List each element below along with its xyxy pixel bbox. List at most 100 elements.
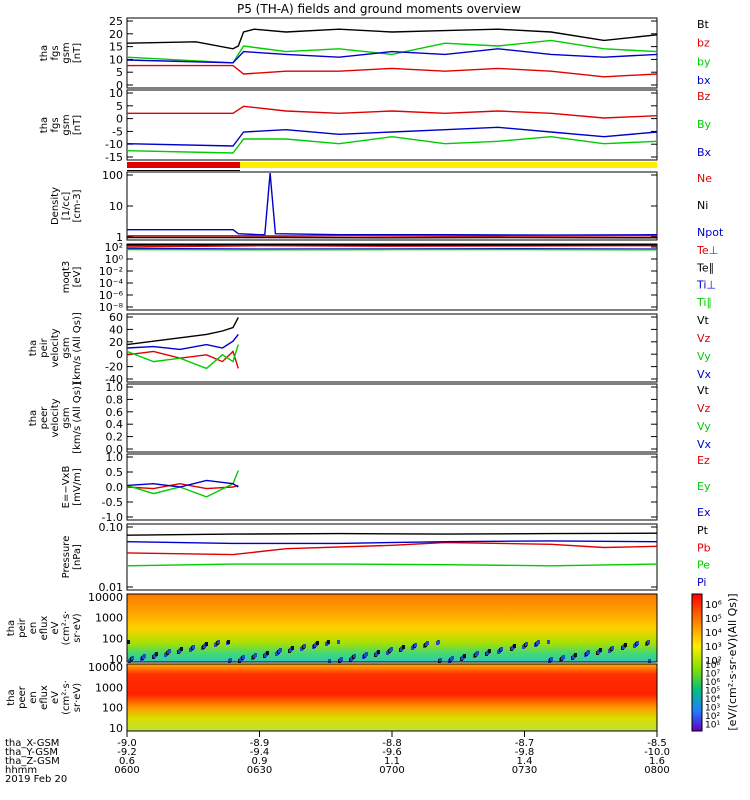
ytick-ve: 1.0 <box>106 381 124 394</box>
spectrogram-elec_spec <box>127 664 657 731</box>
legend-fgs_gse-Bz: Bz <box>697 90 711 103</box>
colorbar-tick: 10⁷ <box>705 670 720 680</box>
xtick-label: -8.9 <box>250 738 270 749</box>
mode-bar-red <box>127 162 240 168</box>
series-fgs_gsm-bz <box>127 64 658 78</box>
ytick-fgs_gsm: 20 <box>109 28 123 41</box>
ytick-fgs_gse: -10 <box>105 138 123 151</box>
colorbar: 10⁶10⁵10⁴10³10²10⁸10⁷10⁶10⁵10⁴10³10²10¹[… <box>691 593 739 732</box>
spectrogram-pixel <box>513 644 516 648</box>
plot-title: P5 (TH-A) fields and ground moments over… <box>237 2 521 16</box>
ytick-efield: -1.0 <box>102 511 123 524</box>
legend-pressure-Pt: Pt <box>697 524 709 537</box>
spectrogram-pixel <box>143 654 146 658</box>
frame-pressure <box>126 523 658 591</box>
spectrogram-pixel <box>279 648 282 652</box>
ytick-vi: -20 <box>105 361 123 374</box>
spectrogram-pixel <box>242 655 245 659</box>
spectrogram-pixel <box>624 643 627 647</box>
spectrogram-pixel <box>426 641 429 645</box>
series-vi-Vx <box>126 333 239 351</box>
series-fgs_gsm-Bt <box>126 28 658 50</box>
panel-elec_spec: tha peer en eflux eV (cm²·s· sr·eV) 10000 1000 10… <box>6 661 658 735</box>
series-efield-Ey <box>126 470 239 498</box>
ytick-pressure: 0.01 <box>99 581 124 594</box>
spectrogram-pixel <box>599 648 602 652</box>
ylabel-density: [1/cc] <box>61 192 72 221</box>
spectrogram-pixel <box>451 656 454 660</box>
series-temp-Ti⊥ <box>126 247 658 250</box>
ytick-elec_spec: 10 <box>109 722 123 735</box>
spectrogram-pixel <box>254 653 257 657</box>
colorbar-tick: 10⁶ <box>705 600 722 611</box>
xaxis-row-label: tha_Z-GSM <box>5 756 60 767</box>
ylabel-vi: tha <box>28 340 39 356</box>
series-temp-Te⊥ <box>126 244 658 248</box>
legend-pressure-Pb: Pb <box>697 541 711 554</box>
ylabel-ve: tha <box>28 410 39 426</box>
series-fgs_gse-By <box>126 135 658 154</box>
ytick-ion_spec: 1000 <box>95 612 123 625</box>
colorbar-tick: 10³ <box>705 704 720 714</box>
spectrogram-pixel <box>562 655 565 659</box>
mode-bar-yellow <box>240 162 657 168</box>
spectrogram-pixel <box>439 658 442 662</box>
legend-fgs_gsm-by: by <box>697 55 711 68</box>
spectrogram-pixel <box>500 647 503 651</box>
colorbar-tick: 10⁵ <box>705 614 722 625</box>
ylabel-fgs_gsm: fgs <box>50 45 61 60</box>
xtick-label: -8.8 <box>382 738 402 749</box>
colorbar-tick: 10³ <box>705 642 722 653</box>
xtick-label: -9.4 <box>250 747 270 758</box>
ylabel-fgs_gse: [nT] <box>72 115 83 135</box>
series-efield-Ex <box>126 479 239 488</box>
legend-fgs_gsm-Bt: Bt <box>697 18 710 31</box>
xtick-label: -9.2 <box>117 747 137 758</box>
legend-vi-Vz: Vz <box>697 332 711 345</box>
xtick-label: 1.1 <box>384 756 400 767</box>
ylabel-ion_spec: peir <box>17 617 28 637</box>
legend-pressure-Pe: Pe <box>697 559 710 572</box>
legend-vi-Vy: Vy <box>697 350 711 363</box>
ylabel-fgs_gsm: gsm <box>61 42 72 63</box>
ylabel-ve: gsm <box>61 407 72 428</box>
ytick-vi: 20 <box>109 336 123 349</box>
ylabel-efield: E=−VxB <box>61 466 72 509</box>
xaxis-row-label: tha_Y-GSM <box>5 747 58 758</box>
ylabel-ion_spec: eflux <box>39 616 50 641</box>
legend-fgs_gse-Bx: Bx <box>697 146 712 159</box>
ylabel-temp: moqt3 <box>61 261 72 294</box>
ytick-temp: 10⁻⁶ <box>99 289 124 302</box>
series-pressure-Pi <box>126 540 658 545</box>
legend-fgs_gsm-bz: bz <box>697 37 710 50</box>
series-vi-Vy <box>126 344 239 370</box>
spectrogram-pixel <box>390 647 393 651</box>
spectrogram-pixel <box>647 640 650 644</box>
mode-bar-line <box>127 170 240 171</box>
spectrogram-pixel <box>168 649 171 653</box>
spectrogram-pixel <box>437 640 440 644</box>
frame-temp <box>126 243 658 311</box>
series-fgs_gsm-by <box>126 39 658 64</box>
ylabel-elec_spec: eV <box>50 691 61 704</box>
series-vi-Vz <box>126 350 239 369</box>
spectrogram-pixel <box>328 659 331 663</box>
xtick-label: 0800 <box>644 765 669 776</box>
ytick-vi: 0 <box>116 348 123 361</box>
spectrogram-pixel <box>266 651 269 655</box>
xtick-label: 0.6 <box>119 756 135 767</box>
colorbar-tick: 10⁴ <box>705 695 720 705</box>
ytick-temp: 10⁻⁴ <box>99 277 124 290</box>
ylabel-elec_spec: (cm²·s· <box>61 680 72 715</box>
legend-density-Ni: Ni <box>697 199 708 212</box>
ytick-vi: -40 <box>105 373 123 386</box>
spectrogram-pixel <box>155 652 158 656</box>
series-pressure-Pb <box>126 541 658 556</box>
legend-ve-Vx: Vx <box>697 438 712 451</box>
ytick-pressure: 0.10 <box>99 521 124 534</box>
ylabel-efield: [mV/m] <box>72 468 83 506</box>
spectrogram-pixel <box>587 650 590 654</box>
ylabel-elec_spec: en <box>28 691 39 704</box>
spectrogram-pixel <box>127 640 130 644</box>
